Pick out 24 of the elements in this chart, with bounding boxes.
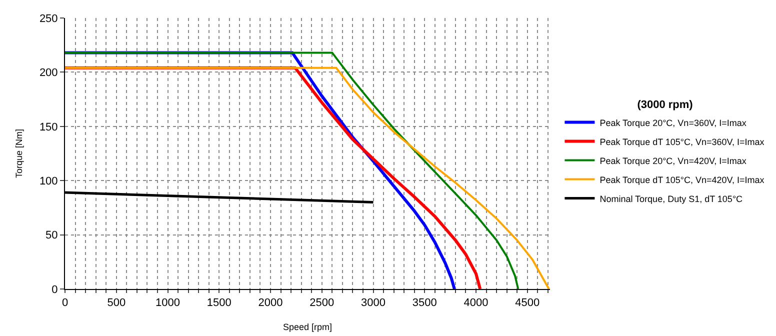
- y-tick-label: 150: [39, 121, 58, 134]
- x-axis-title: Speed [rpm]: [282, 322, 332, 332]
- y-tick-label: 50: [46, 230, 58, 242]
- x-tick-label: 0: [62, 297, 68, 310]
- x-tick-label: 1500: [206, 297, 232, 310]
- x-tick-label: 1000: [156, 297, 180, 310]
- y-tick-label: 100: [39, 175, 58, 188]
- y-axis-title: Torque [Nm]: [14, 128, 24, 178]
- x-tick-label: 4500: [515, 297, 540, 310]
- y-tick-label: 250: [39, 12, 58, 25]
- x-tick-label: 500: [107, 297, 126, 310]
- x-tick-label: 3000: [361, 297, 386, 310]
- x-tick-label: 4000: [464, 297, 488, 310]
- legend-label: Peak Torque 20°C, Vn=420V, I=Imax: [600, 156, 747, 166]
- legend-label: Peak Torque 20°C, Vn=360V, I=Imax: [600, 118, 747, 128]
- y-tick-label: 0: [52, 284, 58, 296]
- x-tick-label: 2500: [310, 297, 334, 310]
- x-tick-label: 2000: [258, 297, 283, 310]
- legend-label: Peak Torque dT 105°C, Vn=360V, I=Imax: [600, 136, 765, 147]
- y-tick-label: 200: [39, 67, 58, 80]
- legend-label: Nominal Torque, Duty S1, dT 105°C: [600, 194, 744, 204]
- legend-title: (3000 rpm): [637, 98, 694, 111]
- x-tick-label: 3500: [412, 297, 437, 310]
- legend-label: Peak Torque dT 105°C, Vn=420V, I=Imax: [600, 174, 765, 185]
